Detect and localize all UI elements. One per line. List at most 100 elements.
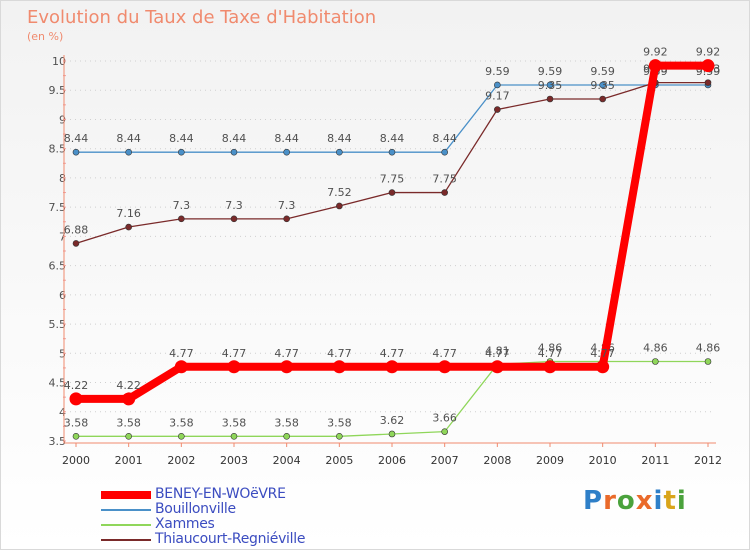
data-label-beney-en-wo-vre: 4.77 <box>327 347 352 360</box>
data-point-xammes <box>125 433 132 440</box>
data-point-thiaucourt-regni-ville <box>230 215 238 223</box>
data-label-bouillonville: 8.44 <box>274 132 299 145</box>
data-point-thiaucourt-regni-ville <box>283 215 290 223</box>
data-point-xammes <box>336 433 343 440</box>
y-tick-label: 4 <box>59 406 66 419</box>
y-tick-label: 7 <box>59 230 66 243</box>
data-label-xammes: 3.58 <box>327 416 352 429</box>
data-point-thiaucourt-regni-ville <box>178 215 185 223</box>
legend-label: Bouillonville <box>155 501 236 517</box>
data-label-beney-en-wo-vre: 4.77 <box>274 347 299 360</box>
y-tick-label: 3.5 <box>49 435 67 448</box>
data-point-xammes <box>652 358 659 365</box>
data-label-xammes: 4.81 <box>485 344 510 357</box>
x-tick-label: 2012 <box>694 454 722 467</box>
data-label-bouillonville: 8.44 <box>222 132 247 145</box>
x-tick-label: 2005 <box>325 454 353 467</box>
data-label-beney-en-wo-vre: 4.77 <box>432 347 457 360</box>
y-tick-label: 8 <box>59 172 66 185</box>
logo-letter: o <box>616 486 636 516</box>
chart-unit: (en %) <box>27 30 64 43</box>
data-point-beney-en-wo-vre <box>701 59 715 73</box>
data-label-beney-en-wo-vre: 4.77 <box>485 347 510 360</box>
data-point-bouillonville <box>441 148 448 156</box>
data-label-beney-en-wo-vre: 4.77 <box>590 347 615 360</box>
data-point-beney-en-wo-vre <box>490 360 504 374</box>
y-tick-label: 9.5 <box>49 84 67 97</box>
data-point-xammes <box>441 428 448 435</box>
x-tick-label: 2003 <box>220 454 248 467</box>
data-label-bouillonville: 8.44 <box>116 132 141 145</box>
data-label-beney-en-wo-vre: 4.77 <box>222 347 247 360</box>
data-label-bouillonville: 9.59 <box>485 65 510 78</box>
data-label-thiaucourt-regni-ville: 6.88 <box>64 223 89 236</box>
data-label-xammes: 3.58 <box>64 416 89 429</box>
data-label-beney-en-wo-vre: 9.92 <box>696 46 721 59</box>
logo-letter: x <box>635 486 654 516</box>
data-label-xammes: 3.58 <box>274 416 299 429</box>
data-point-beney-en-wo-vre <box>280 360 294 374</box>
y-tick-label: 7.5 <box>49 201 67 214</box>
data-label-beney-en-wo-vre: 4.22 <box>64 379 89 392</box>
data-label-bouillonville: 9.59 <box>538 65 563 78</box>
data-point-beney-en-wo-vre <box>332 360 346 374</box>
data-point-xammes <box>283 433 290 440</box>
data-point-beney-en-wo-vre <box>438 360 452 374</box>
data-label-xammes: 3.58 <box>116 416 141 429</box>
data-label-xammes: 3.62 <box>380 414 405 427</box>
data-point-bouillonville <box>125 148 132 156</box>
data-point-bouillonville <box>178 148 185 156</box>
data-point-thiaucourt-regni-ville <box>599 95 606 103</box>
data-point-beney-en-wo-vre <box>648 59 662 73</box>
y-tick-label: 8.5 <box>49 143 67 156</box>
data-label-beney-en-wo-vre: 4.77 <box>169 347 194 360</box>
data-point-bouillonville <box>336 148 343 156</box>
x-tick-label: 2011 <box>641 454 669 467</box>
data-label-thiaucourt-regni-ville: 7.52 <box>327 186 352 199</box>
data-point-bouillonville <box>494 81 501 89</box>
data-label-bouillonville: 8.44 <box>169 132 194 145</box>
data-point-bouillonville <box>283 148 290 156</box>
data-label-bouillonville: 8.44 <box>380 132 405 145</box>
data-point-beney-en-wo-vre <box>385 360 399 374</box>
data-label-thiaucourt-regni-ville: 7.75 <box>380 173 405 186</box>
data-label-bouillonville: 9.59 <box>590 65 615 78</box>
data-label-bouillonville: 8.44 <box>64 132 89 145</box>
data-point-bouillonville <box>388 148 396 156</box>
data-label-xammes: 4.86 <box>538 341 563 354</box>
data-point-xammes <box>230 433 238 440</box>
chart-title: Evolution du Taux de Taxe d'Habitation <box>27 7 377 28</box>
data-point-bouillonville <box>599 81 606 89</box>
x-tick-label: 2007 <box>431 454 459 467</box>
logo-letter: i <box>676 486 687 516</box>
y-tick-label: 5 <box>59 347 66 360</box>
data-label-bouillonville: 8.44 <box>327 132 352 145</box>
data-point-beney-en-wo-vre <box>227 360 241 374</box>
legend-swatch <box>101 539 151 541</box>
x-tick-label: 2002 <box>167 454 195 467</box>
data-label-xammes: 4.86 <box>696 341 721 354</box>
x-tick-label: 2004 <box>273 454 301 467</box>
data-point-xammes <box>178 433 185 440</box>
data-label-xammes: 3.58 <box>222 416 247 429</box>
data-label-xammes: 3.66 <box>432 412 457 425</box>
data-point-bouillonville <box>230 148 238 156</box>
x-tick-label: 2008 <box>483 454 511 467</box>
data-point-beney-en-wo-vre <box>122 392 136 406</box>
y-tick-label: 6.5 <box>49 260 67 273</box>
data-label-beney-en-wo-vre: 4.77 <box>538 347 563 360</box>
y-tick-label: 9 <box>59 113 66 126</box>
logo-letter: P <box>583 486 604 516</box>
logo-letter: t <box>663 486 677 516</box>
x-tick-label: 2000 <box>62 454 90 467</box>
legend-swatch <box>101 491 151 499</box>
data-label-thiaucourt-regni-ville: 7.75 <box>432 173 457 186</box>
x-tick-label: 2006 <box>378 454 406 467</box>
x-tick-label: 2009 <box>536 454 564 467</box>
data-point-xammes <box>388 430 396 438</box>
data-point-thiaucourt-regni-ville <box>125 223 132 231</box>
data-label-xammes: 3.58 <box>169 416 194 429</box>
data-point-bouillonville <box>72 148 80 156</box>
data-point-thiaucourt-regni-ville <box>494 106 501 113</box>
